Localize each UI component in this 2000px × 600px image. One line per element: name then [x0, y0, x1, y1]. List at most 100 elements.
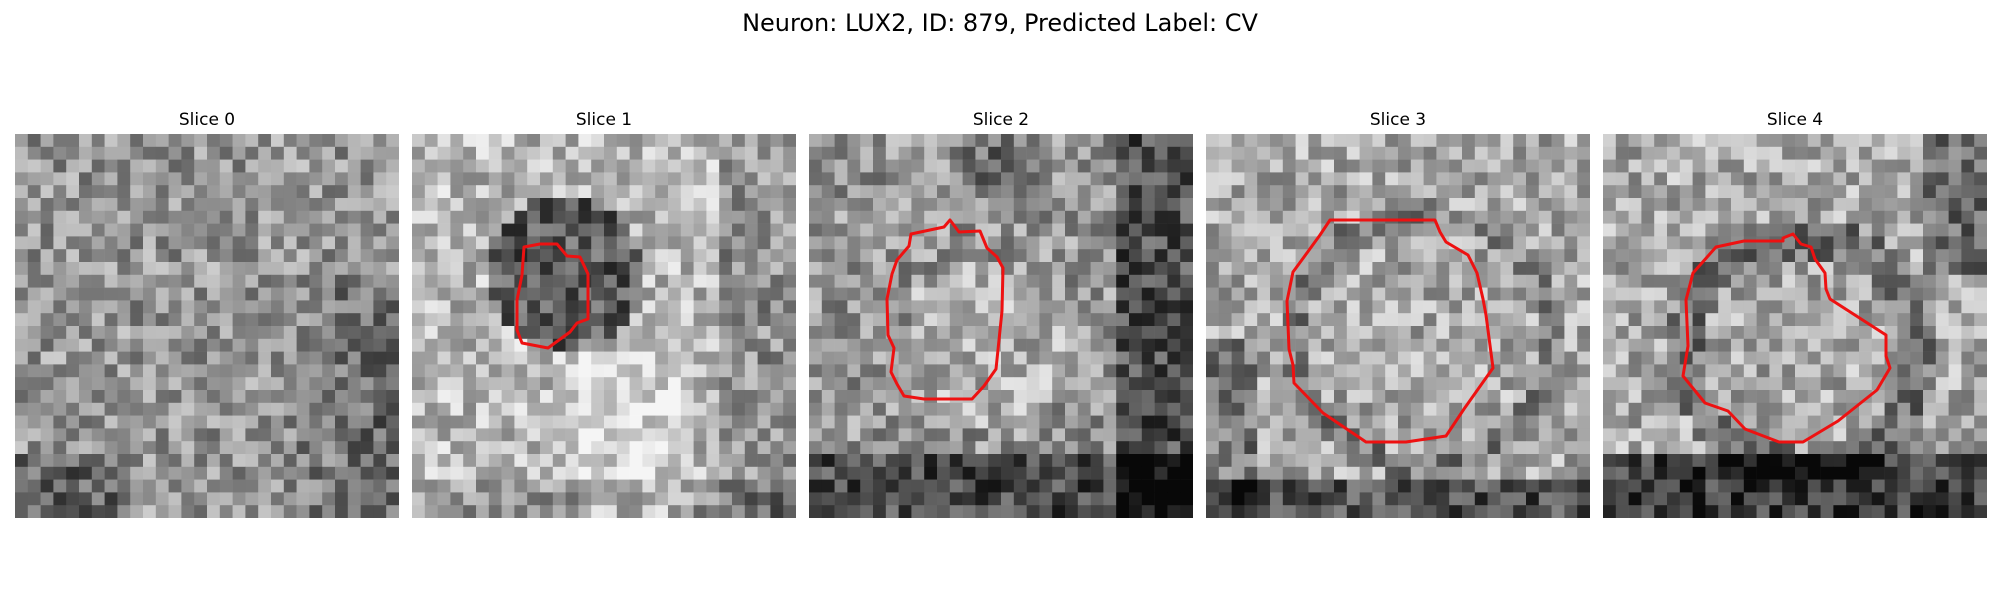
pixel-cell: [1871, 159, 1885, 173]
pixel-cell: [1308, 364, 1322, 378]
pixel-cell: [463, 249, 477, 263]
pixel-cell: [1679, 479, 1693, 493]
pixel-cell: [668, 146, 682, 160]
pixel-cell: [1795, 492, 1809, 506]
pixel-cell: [1474, 338, 1488, 352]
pixel-cell: [1667, 377, 1681, 391]
pixel-cell: [232, 262, 246, 276]
pixel-cell: [1692, 466, 1706, 480]
pixel-cell: [514, 492, 528, 506]
pixel-cell: [1103, 351, 1117, 365]
pixel-cell: [1692, 351, 1706, 365]
pixel-cell: [565, 505, 579, 518]
pixel-cell: [1538, 390, 1552, 404]
pixel-cell: [1538, 210, 1552, 224]
pixel-cell: [1154, 159, 1168, 173]
pixel-cell: [821, 390, 835, 404]
pixel-cell: [1769, 390, 1783, 404]
pixel-cell: [706, 313, 720, 327]
pixel-cell: [757, 402, 771, 416]
pixel-cell: [527, 454, 541, 468]
pixel-cell: [1871, 198, 1885, 212]
pixel-cell: [1359, 326, 1373, 340]
pixel-cell: [552, 454, 566, 468]
pixel-cell: [744, 262, 758, 276]
pixel-cell: [181, 262, 195, 276]
pixel-cell: [1103, 390, 1117, 404]
pixel-cell: [1423, 313, 1437, 327]
pixel-cell: [1807, 505, 1821, 518]
pixel-cell: [1782, 441, 1796, 455]
pixel-cell: [66, 479, 80, 493]
pixel-cell: [1795, 377, 1809, 391]
pixel-cell: [1564, 326, 1578, 340]
pixel-cell: [565, 454, 579, 468]
pixel-cell: [1859, 223, 1873, 237]
pixel-cell: [911, 326, 925, 340]
pixel-cell: [1449, 364, 1463, 378]
pixel-cell: [66, 287, 80, 301]
pixel-cell: [1013, 236, 1027, 250]
pixel-cell: [66, 146, 80, 160]
pixel-cell: [79, 479, 93, 493]
pixel-cell: [476, 441, 490, 455]
pixel-cell: [53, 287, 67, 301]
figure-title: Neuron: LUX2, ID: 879, Predicted Label: …: [742, 9, 1258, 37]
pixel-cell: [437, 441, 451, 455]
pixel-cell: [873, 300, 887, 314]
pixel-cell: [1398, 326, 1412, 340]
pixel-cell: [207, 454, 221, 468]
pixel-cell: [949, 492, 963, 506]
pixel-cell: [1385, 402, 1399, 416]
pixel-cell: [1257, 134, 1271, 148]
pixel-cell: [27, 159, 41, 173]
pixel-cell: [1910, 351, 1924, 365]
pixel-cell: [744, 172, 758, 186]
pixel-cell: [219, 402, 233, 416]
pixel-cell: [412, 287, 426, 301]
pixel-cell: [578, 390, 592, 404]
pixel-cell: [488, 185, 502, 199]
pixel-cell: [245, 441, 259, 455]
pixel-cell: [15, 249, 29, 263]
pixel-cell: [1513, 210, 1527, 224]
pixel-cell: [207, 274, 221, 288]
pixel-cell: [629, 313, 643, 327]
pixel-cell: [1385, 326, 1399, 340]
pixel-cell: [1897, 249, 1911, 263]
pixel-cell: [1372, 223, 1386, 237]
pixel-cell: [1667, 146, 1681, 160]
pixel-cell: [1731, 287, 1745, 301]
pixel-cell: [1667, 441, 1681, 455]
pixel-cell: [1935, 492, 1949, 506]
pixel-cell: [1487, 402, 1501, 416]
pixel-cell: [1231, 338, 1245, 352]
pixel-cell: [450, 492, 464, 506]
pixel-cell: [1551, 236, 1565, 250]
pixel-cell: [15, 210, 29, 224]
pixel-cell: [885, 300, 899, 314]
pixel-cell: [1769, 210, 1783, 224]
pixel-cell: [1526, 454, 1540, 468]
pixel-cell: [450, 236, 464, 250]
pixel-cell: [360, 223, 374, 237]
pixel-cell: [1564, 390, 1578, 404]
pixel-cell: [949, 466, 963, 480]
pixel-cell: [924, 364, 938, 378]
pixel-cell: [463, 428, 477, 442]
pixel-cell: [668, 287, 682, 301]
pixel-cell: [168, 262, 182, 276]
pixel-cell: [360, 390, 374, 404]
pixel-cell: [1667, 223, 1681, 237]
pixel-cell: [1077, 274, 1091, 288]
pixel-cell: [770, 338, 784, 352]
pixel-cell: [1910, 287, 1924, 301]
pixel-cell: [1654, 210, 1668, 224]
pixel-cell: [693, 492, 707, 506]
pixel-cell: [1731, 300, 1745, 314]
pixel-cell: [552, 313, 566, 327]
pixel-cell: [232, 492, 246, 506]
pixel-cell: [655, 454, 669, 468]
pixel-cell: [1577, 172, 1590, 186]
pixel-cell: [1641, 441, 1655, 455]
